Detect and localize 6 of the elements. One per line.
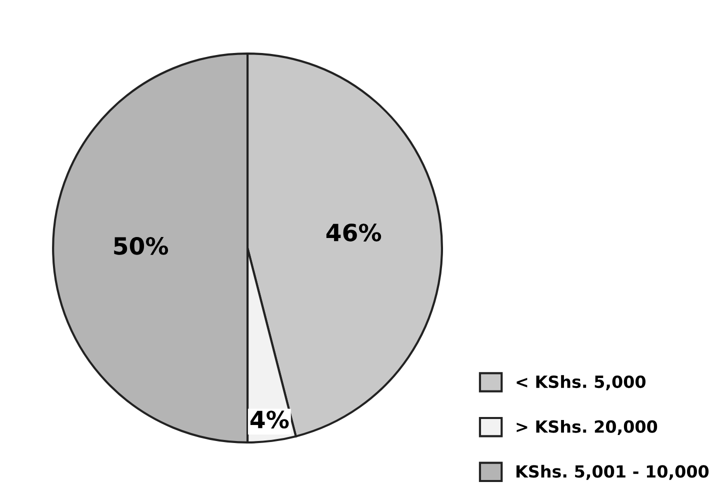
legend-label: < KShs. 5,000 [516, 375, 646, 390]
data-label: 4% [250, 410, 289, 428]
legend-label: > KShs. 20,000 [516, 420, 658, 436]
data-label: 46% [326, 224, 382, 242]
legend-label: KShs. 5,001 - 10,000 [516, 464, 709, 480]
data-label: 50% [114, 236, 168, 255]
